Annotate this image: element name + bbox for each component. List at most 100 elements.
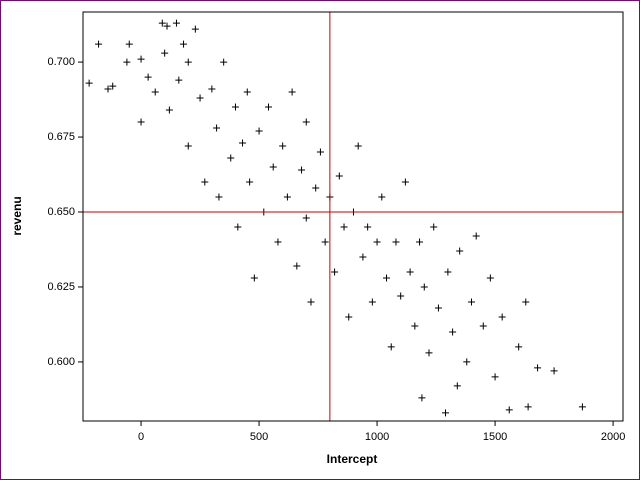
- point: [123, 58, 131, 66]
- point: [302, 214, 310, 222]
- point: [220, 58, 228, 66]
- point: [491, 373, 499, 381]
- point: [434, 304, 442, 312]
- point: [444, 268, 452, 276]
- y-tick-label: 0.700: [47, 56, 75, 68]
- point: [279, 142, 287, 150]
- point: [231, 103, 239, 111]
- point: [331, 268, 339, 276]
- point: [137, 55, 145, 63]
- point: [312, 184, 320, 192]
- point: [288, 88, 296, 96]
- point: [243, 88, 251, 96]
- point: [453, 382, 461, 390]
- point: [456, 247, 464, 255]
- point: [467, 298, 475, 306]
- point: [359, 253, 367, 261]
- point: [522, 298, 530, 306]
- point: [472, 232, 480, 240]
- point: [250, 274, 258, 282]
- y-tick-label: 0.625: [47, 281, 75, 293]
- point: [165, 106, 173, 114]
- point: [274, 238, 282, 246]
- point: [373, 238, 381, 246]
- point: [144, 73, 152, 81]
- point: [184, 58, 192, 66]
- point: [265, 103, 273, 111]
- point: [201, 178, 209, 186]
- point: [104, 85, 112, 93]
- point: [158, 19, 166, 27]
- point: [151, 88, 159, 96]
- y-tick-label: 0.675: [47, 131, 75, 143]
- point: [321, 238, 329, 246]
- plot-frame: [82, 11, 624, 422]
- point: [307, 298, 315, 306]
- point: [411, 322, 419, 330]
- point: [137, 118, 145, 126]
- point: [85, 79, 93, 87]
- point: [420, 283, 428, 291]
- point: [180, 40, 188, 48]
- y-tick-label: 0.650: [47, 206, 75, 218]
- point: [463, 358, 471, 366]
- point: [378, 193, 386, 201]
- point: [191, 25, 199, 33]
- point: [95, 40, 103, 48]
- point: [534, 364, 542, 372]
- point: [172, 19, 180, 27]
- point: [505, 406, 513, 414]
- point: [406, 268, 414, 276]
- point: [416, 238, 424, 246]
- point: [302, 118, 310, 126]
- point: [401, 178, 409, 186]
- point: [161, 49, 169, 57]
- point: [239, 139, 247, 147]
- point: [234, 223, 242, 231]
- point: [524, 403, 532, 411]
- point: [163, 22, 171, 30]
- point: [109, 82, 117, 90]
- point: [479, 322, 487, 330]
- y-axis-label: revenu: [10, 196, 24, 235]
- point: [293, 262, 301, 270]
- point: [578, 403, 586, 411]
- point: [215, 193, 223, 201]
- x-tick-label: 1000: [365, 431, 389, 443]
- point: [515, 343, 523, 351]
- point: [335, 172, 343, 180]
- point: [208, 85, 216, 93]
- point: [383, 274, 391, 282]
- point: [345, 313, 353, 321]
- point: [196, 94, 204, 102]
- point: [368, 298, 376, 306]
- point: [283, 193, 291, 201]
- point: [387, 343, 395, 351]
- point: [418, 394, 426, 402]
- point: [486, 274, 494, 282]
- point: [298, 166, 306, 174]
- point: [354, 142, 362, 150]
- point: [392, 238, 400, 246]
- point: [430, 223, 438, 231]
- point: [175, 76, 183, 84]
- x-axis-label: Intercept: [327, 452, 378, 466]
- point: [442, 409, 450, 417]
- point: [550, 367, 558, 375]
- point: [425, 349, 433, 357]
- point: [364, 223, 372, 231]
- point: [498, 313, 506, 321]
- point: [246, 178, 254, 186]
- point: [340, 223, 348, 231]
- point: [397, 292, 405, 300]
- y-tick-label: 0.600: [47, 356, 75, 368]
- point: [184, 142, 192, 150]
- point: [255, 127, 263, 135]
- point: [125, 40, 133, 48]
- x-tick-label: 500: [250, 431, 268, 443]
- point: [316, 148, 324, 156]
- point: [227, 154, 235, 162]
- x-tick-label: 2000: [601, 431, 625, 443]
